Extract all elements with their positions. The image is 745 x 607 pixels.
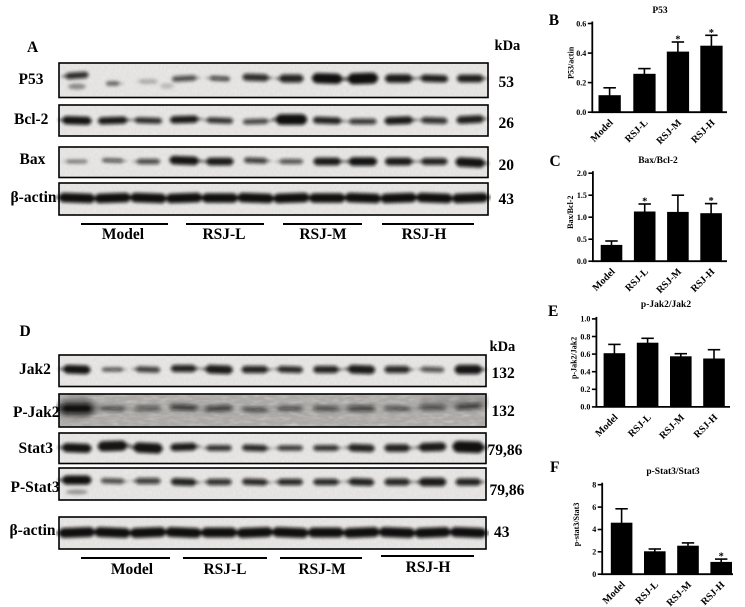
svg-text:*: * bbox=[709, 28, 714, 39]
svg-text:4: 4 bbox=[592, 525, 596, 534]
svg-text:Bax/Bcl-2: Bax/Bcl-2 bbox=[638, 156, 678, 166]
svg-text:*: * bbox=[708, 196, 713, 207]
svg-text:1.0: 1.0 bbox=[577, 213, 587, 222]
svg-text:p-stat3/Stat3: p-stat3/Stat3 bbox=[572, 503, 581, 547]
svg-text:*: * bbox=[675, 35, 680, 46]
svg-text:0.2: 0.2 bbox=[580, 385, 590, 394]
svg-text:0.5: 0.5 bbox=[577, 235, 587, 244]
svg-text:0.2: 0.2 bbox=[576, 78, 586, 87]
svg-text:0.8: 0.8 bbox=[580, 332, 590, 341]
svg-text:p-Stat3/Stat3: p-Stat3/Stat3 bbox=[646, 467, 700, 477]
svg-text:p-Jak2/Jak2: p-Jak2/Jak2 bbox=[641, 300, 691, 310]
svg-text:2.0: 2.0 bbox=[577, 169, 587, 178]
svg-text:*: * bbox=[642, 197, 647, 208]
svg-text:0.0: 0.0 bbox=[580, 403, 590, 412]
svg-text:P53/actin: P53/actin bbox=[567, 46, 576, 79]
svg-text:0.4: 0.4 bbox=[580, 368, 590, 377]
svg-text:0.0: 0.0 bbox=[576, 108, 586, 117]
svg-text:6: 6 bbox=[592, 503, 596, 512]
svg-text:Bax/Bcl-2: Bax/Bcl-2 bbox=[566, 196, 575, 229]
svg-text:RSJ-H: RSJ-H bbox=[699, 579, 727, 607]
svg-text:2: 2 bbox=[592, 548, 596, 557]
svg-text:0.6: 0.6 bbox=[576, 19, 586, 28]
svg-text:p-Jak2/Jak2: p-Jak2/Jak2 bbox=[570, 337, 579, 379]
svg-text:8: 8 bbox=[592, 481, 596, 490]
svg-text:RSJ-L: RSJ-L bbox=[633, 579, 661, 607]
svg-text:P53: P53 bbox=[652, 6, 668, 16]
svg-text:0.0: 0.0 bbox=[577, 257, 587, 266]
svg-text:RSJ-M: RSJ-M bbox=[665, 579, 695, 607]
svg-text:0: 0 bbox=[592, 570, 596, 579]
svg-text:*: * bbox=[719, 552, 724, 563]
svg-text:Model: Model bbox=[601, 579, 628, 606]
svg-text:1.5: 1.5 bbox=[577, 191, 587, 200]
svg-text:0.4: 0.4 bbox=[576, 49, 586, 58]
svg-text:1.0: 1.0 bbox=[580, 315, 590, 324]
svg-text:0.6: 0.6 bbox=[580, 350, 590, 359]
